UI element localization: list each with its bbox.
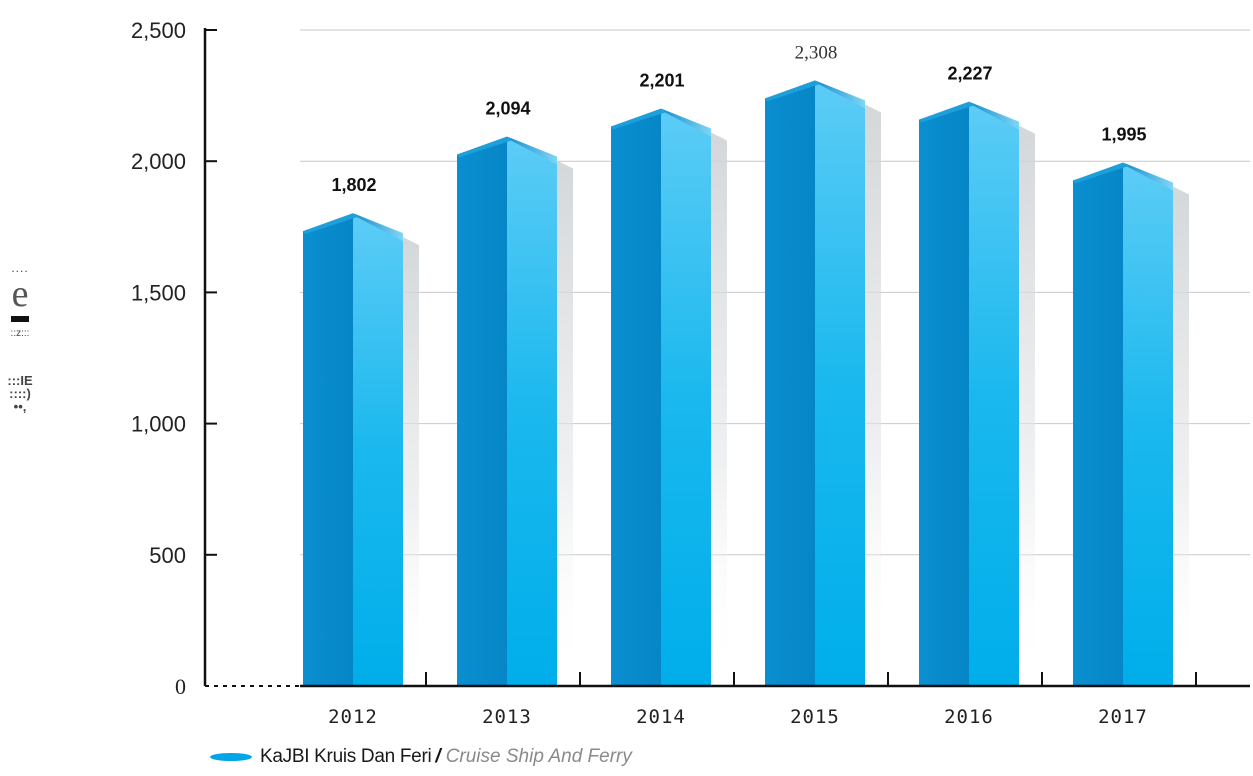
bar-right-face	[1123, 164, 1173, 687]
bar-cap-right	[815, 80, 865, 109]
axes	[203, 28, 1250, 688]
bar-cap-right	[1123, 162, 1173, 191]
data-label: 2,201	[639, 70, 684, 90]
bar-cap-left	[919, 101, 973, 123]
bar-cap-left	[303, 213, 357, 235]
legend-swatch	[210, 753, 252, 761]
bar-shadow	[403, 237, 419, 684]
x-tick-label: 2014	[636, 706, 686, 728]
side-small-text: ::z:::	[10, 328, 30, 339]
legend-label-ms: KaJBI Kruis Dan Feri	[260, 746, 432, 767]
bar-right-face	[507, 138, 557, 686]
x-tick-label: 2015	[790, 706, 840, 728]
bar	[457, 136, 557, 686]
side-marks: .... e ::z::: :::IE ::::) ••,	[7, 261, 33, 414]
x-tick-label: 2017	[1098, 706, 1148, 728]
bar-cap-left	[1073, 162, 1127, 184]
bar-left-face	[919, 103, 969, 687]
bar-left-face	[457, 138, 507, 686]
bar-cap-right	[507, 136, 557, 165]
side-bar-mark	[11, 316, 29, 322]
data-labels: 1,802 2,094 2,201 2,308 2,227 1,995	[331, 42, 1146, 195]
side-letter: e	[11, 273, 29, 315]
data-label: 1,802	[331, 175, 376, 195]
bars	[303, 80, 1173, 687]
bar	[611, 108, 711, 687]
bar-shadow	[1019, 125, 1035, 685]
bar-left-face	[611, 110, 661, 687]
bar-right-face	[815, 82, 865, 686]
bar-shadow	[865, 104, 881, 684]
bar	[303, 213, 403, 686]
bar-shadow	[557, 160, 573, 684]
y-tick-label: 2,000	[131, 149, 186, 174]
side-glyph-b: ::::)	[9, 386, 31, 401]
bar	[919, 101, 1019, 687]
y-tick-labels: 0 500 1,000 1,500 2,000 2,500	[131, 18, 186, 699]
data-label: 2,227	[947, 64, 992, 84]
y-tick-label: 1,000	[131, 412, 186, 437]
side-glyph-a: :::IE	[7, 373, 33, 388]
x-tick-label: 2012	[328, 706, 378, 728]
bar-cap-right	[661, 108, 711, 137]
legend: KaJBI Kruis Dan Feri / Cruise Ship And F…	[210, 744, 632, 770]
legend-label-en: Cruise Ship And Ferry	[445, 746, 632, 767]
x-tick-label: 2013	[482, 706, 532, 728]
bar-shadows	[403, 104, 1189, 685]
bar-cap-left	[611, 108, 665, 130]
bar-cap-left	[457, 136, 511, 158]
legend-separator: /	[435, 746, 441, 767]
bar-left-face	[1073, 164, 1123, 687]
side-dots: ....	[11, 261, 29, 275]
bar-cap-right	[353, 213, 403, 242]
bar-right-face	[353, 215, 403, 686]
bar-left-face	[765, 82, 815, 686]
data-label: 2,094	[485, 99, 530, 119]
bar-shadow	[1173, 186, 1189, 684]
x-tick-labels: 2012 2013 2014 2015 2016 2017	[328, 706, 1148, 728]
bar-shadow	[711, 132, 727, 685]
bar-cap-left	[765, 80, 819, 102]
bar	[765, 80, 865, 686]
side-glyph-c: ••,	[13, 399, 27, 414]
y-tick-label: 1,500	[131, 280, 186, 305]
bar-right-face	[969, 103, 1019, 687]
data-label: 1,995	[1101, 125, 1146, 145]
data-label: 2,308	[795, 42, 838, 63]
y-tick-label: 2,500	[131, 18, 186, 43]
y-tick-label: 0	[175, 674, 186, 699]
bar-right-face	[661, 110, 711, 687]
bar-cap-right	[969, 101, 1019, 130]
x-tick-label: 2016	[944, 706, 994, 728]
bar-left-face	[303, 215, 353, 686]
bar	[1073, 162, 1173, 687]
y-tick-label: 500	[149, 543, 186, 568]
